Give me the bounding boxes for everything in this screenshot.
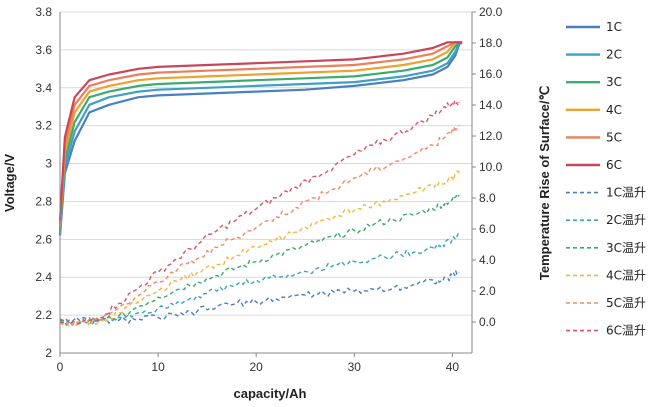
legend-label: 6C — [606, 158, 622, 172]
series-line-8 — [60, 233, 460, 326]
legend-label: 1C温升 — [606, 186, 646, 200]
x-tick-label: 20 — [250, 360, 264, 374]
plot-series — [58, 41, 463, 327]
legend-label: 2C温升 — [606, 213, 646, 227]
y2-axis-title: Temperature Rise of Surface/℃ — [537, 86, 552, 280]
legend: 1C 2C 3C 4C 5C 6C 1C温升 2C温升 3C温升 4C温升 5C温升 6C温升 — [566, 20, 646, 338]
series-line-4 — [58, 41, 463, 227]
y2-tick-label: 0.0 — [479, 315, 496, 329]
legend-label: 5C温升 — [606, 296, 646, 310]
series-line-10 — [59, 170, 460, 327]
y-tick-label: 3.6 — [35, 43, 52, 57]
x-axis-title: capacity/Ah — [234, 386, 307, 401]
series-line-9 — [59, 193, 460, 326]
series-line-1 — [58, 41, 463, 236]
x-tick-label: 10 — [151, 360, 165, 374]
series-line-2 — [58, 41, 463, 234]
y-tick-label: 3.2 — [35, 119, 52, 133]
y2-tick-label: 4.0 — [479, 253, 496, 267]
x-tick-label: 30 — [348, 360, 362, 374]
y2-tick-label: 16.0 — [479, 67, 503, 81]
legend-label: 3C — [606, 75, 622, 89]
y2-tick-label: 8.0 — [479, 191, 496, 205]
y-tick-label: 2.8 — [35, 194, 52, 208]
series-line-12 — [59, 99, 460, 325]
y-tick-label: 3.8 — [35, 5, 52, 19]
y2-tick-label: 2.0 — [479, 284, 496, 298]
y-tick-label: 2 — [45, 346, 52, 360]
y2-tick-label: 20.0 — [479, 5, 503, 19]
y2-tick-label: 18.0 — [479, 36, 503, 50]
y2-tick-label: 14.0 — [479, 98, 503, 112]
legend-label: 1C — [606, 20, 622, 34]
legend-label: 4C — [606, 103, 622, 117]
series-line-11 — [59, 124, 460, 327]
y2-tick-label: 10.0 — [479, 160, 503, 174]
y-tick-label: 2.2 — [35, 308, 52, 322]
axes — [59, 11, 476, 357]
y-tick-label: 2.6 — [35, 232, 52, 246]
tick-labels: 2 2.2 2.4 2.6 2.8 3 3.2 3.4 3.6 3.8 0.0 2.0 4.0 6.0 8.… — [35, 5, 502, 374]
y-tick-label: 2.4 — [35, 270, 52, 284]
y-tick-label: 3.4 — [35, 81, 52, 95]
y-tick-label: 3 — [45, 157, 52, 171]
x-tick-label: 40 — [446, 360, 460, 374]
y-axis-title: Voltage/V — [2, 154, 17, 213]
legend-label: 2C — [606, 48, 622, 62]
series-line-3 — [58, 41, 463, 230]
series-line-5 — [58, 41, 463, 225]
series-line-6 — [58, 41, 463, 221]
legend-label: 3C温升 — [606, 241, 646, 255]
legend-label: 5C — [606, 130, 622, 144]
series-line-7 — [59, 270, 460, 325]
legend-label: 4C温升 — [606, 268, 646, 282]
y2-tick-label: 6.0 — [479, 222, 496, 236]
y2-tick-label: 12.0 — [479, 129, 503, 143]
legend-label: 6C温升 — [606, 324, 646, 338]
x-tick-label: 0 — [57, 360, 64, 374]
